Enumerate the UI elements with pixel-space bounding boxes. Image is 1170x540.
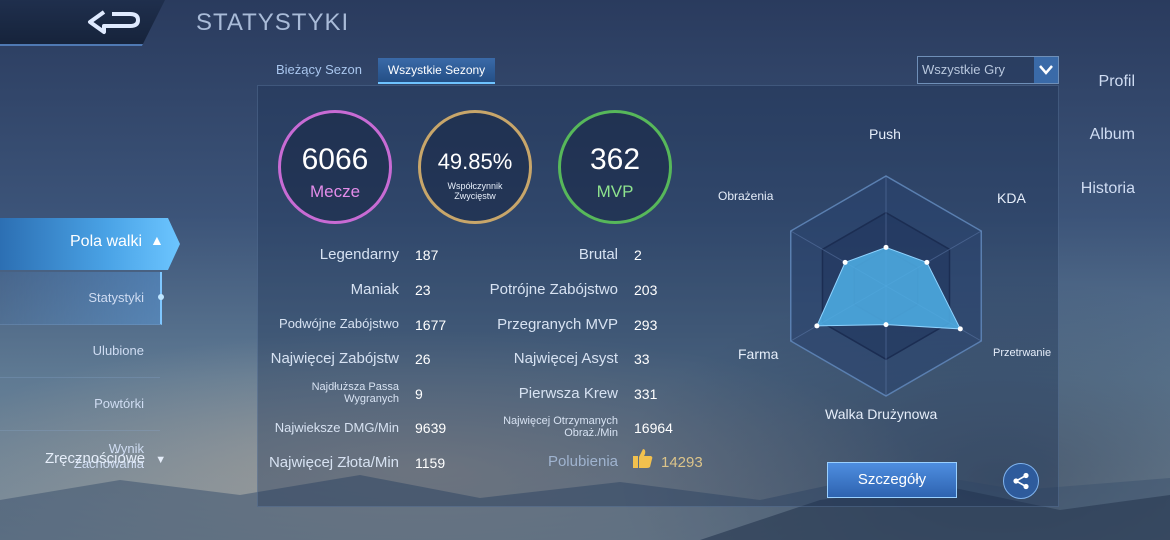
radar-axis-label: Push: [869, 126, 901, 142]
share-button[interactable]: [1003, 463, 1039, 499]
stat-label: Najdłuższa Passa Wygranych: [311, 381, 399, 405]
stat-label: Podwójne Zabójstwo: [279, 316, 399, 331]
chevron-up-icon: ▲: [150, 232, 164, 248]
matches-label: Mecze: [309, 182, 361, 201]
stat-label: Maniak: [350, 281, 399, 298]
stat-value: 23: [415, 282, 431, 298]
radar-axis-label: Przetrwanie: [993, 347, 1052, 359]
sidebar-subitem-label: Statystyki: [88, 290, 144, 305]
stat-value: 1677: [415, 317, 447, 333]
mvp-circle: 362 MVP: [558, 110, 672, 224]
stat-label: Brutal: [578, 246, 618, 263]
chevron-down-icon: [1034, 57, 1058, 83]
winrate-circle: 49.85% Współczynnik Zwycięstw: [418, 110, 532, 224]
sidebar-subitem-powtorki[interactable]: Powtórki: [0, 378, 160, 431]
stat-value: 293: [634, 317, 658, 333]
mvp-value: 362: [589, 143, 641, 176]
game-filter-dropdown[interactable]: Wszystkie Gry: [917, 56, 1059, 84]
stat-value: 33: [634, 351, 650, 367]
stat-label: Pierwsza Krew: [518, 385, 618, 402]
game-filter-value: Wszystkie Gry: [922, 62, 1006, 77]
sidebar-item-label: Zręcznościowe: [45, 450, 146, 467]
radar-data-point: [883, 244, 889, 250]
sidebar-item-pola-walki[interactable]: Pola walki ▲: [0, 218, 180, 270]
stat-label: Najwieksze DMG/Min: [274, 420, 399, 435]
stat-label: Najwięcej Otrzymanych Obraż./Min: [503, 415, 618, 439]
sidebar-subitem-ulubione[interactable]: Ulubione: [0, 325, 160, 378]
stat-value: 1159: [415, 455, 446, 471]
stat-label: Potrójne Zabójstwo: [489, 281, 618, 298]
share-icon: [1013, 472, 1029, 490]
radar-data-point: [842, 259, 848, 265]
sidebar-subitem-label: Ulubione: [92, 343, 144, 358]
stat-label: Przegranych MVP: [497, 316, 618, 333]
matches-circle: 6066 Mecze: [278, 110, 392, 224]
stat-value: 2: [634, 247, 642, 263]
radar-chart: [789, 175, 983, 397]
matches-value: 6066: [301, 143, 369, 176]
details-button[interactable]: Szczegóły: [827, 462, 957, 498]
back-button[interactable]: [0, 0, 165, 46]
winrate-label: Współczynnik Zwycięstw: [447, 181, 503, 201]
stat-label: Najwięcej Złota/Min: [268, 454, 399, 471]
mvp-label: MVP: [596, 182, 634, 201]
tab-biezacy-sezon[interactable]: Bieżący Sezon: [276, 62, 362, 77]
sidebar-subitem-statystyki[interactable]: Statystyki: [0, 272, 164, 325]
stat-label: Najwięcej Zabójstw: [270, 350, 399, 367]
stat-value: 203: [634, 282, 658, 298]
sidebar-item-zrecznosciowe[interactable]: Zręcznościowe ▼: [45, 450, 166, 467]
sidebar-subitem-wynik-zachowania[interactable]: Wynik Zachowania: [0, 431, 160, 483]
stat-label: Polubienia: [547, 453, 618, 470]
sidebar-item-profil[interactable]: Profil: [1098, 73, 1135, 90]
sidebar-item-album[interactable]: Album: [1089, 126, 1135, 143]
page-title: STATYSTYKI: [196, 9, 350, 36]
stat-value: 16964: [634, 420, 673, 436]
stat-value: 9: [415, 386, 423, 402]
radar-data-point: [883, 322, 889, 328]
stat-value: 331: [634, 386, 658, 402]
stat-label: Legendarny: [319, 246, 399, 263]
chevron-down-icon: ▼: [155, 454, 167, 466]
sidebar-subitem-label: Wynik Zachowania: [73, 441, 144, 471]
radar-axis-label: Farma: [738, 346, 779, 362]
stat-value: 26: [415, 351, 431, 367]
radar-data-point: [957, 326, 963, 332]
active-dot-icon: [158, 294, 164, 300]
radar-data-point: [924, 259, 930, 265]
stat-label: Najwięcej Asyst: [513, 350, 618, 367]
back-arrow-icon: [88, 10, 140, 34]
stat-value: 9639: [415, 420, 447, 436]
sidebar-item-historia[interactable]: Historia: [1080, 180, 1135, 197]
sidebar-subitem-label: Powtórki: [94, 396, 144, 411]
sidebar-item-label: Pola walki: [70, 233, 143, 250]
tab-wszystkie-sezony[interactable]: Wszystkie Sezony: [378, 58, 495, 84]
active-item-highlight: [0, 218, 180, 270]
likes-value: 14293: [661, 454, 703, 471]
thumbs-up-icon: [632, 447, 654, 474]
stat-value: 187: [415, 247, 439, 263]
radar-axis-label: KDA: [997, 190, 1026, 206]
radar-axis-label: Obrażenia: [718, 189, 774, 203]
radar-axis-label: Walka Drużynowa: [825, 406, 938, 422]
winrate-value: 49.85%: [437, 149, 513, 174]
radar-data-point: [814, 323, 820, 329]
